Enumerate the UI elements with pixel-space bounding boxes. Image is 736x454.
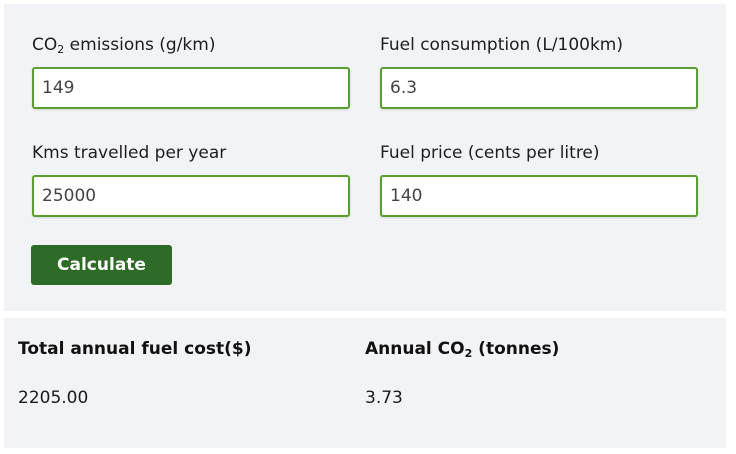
co2-heading-suffix: (tonnes) [472,339,560,359]
co2-emissions-input[interactable] [32,67,350,109]
co2-heading-subscript: 2 [464,347,473,360]
calculate-button[interactable]: Calculate [31,245,172,285]
fuel-consumption-input[interactable] [380,67,698,109]
fuel-price-field-group: Fuel price (cents per litre) [380,143,700,217]
kms-field-group: Kms travelled per year [32,143,352,217]
fuel-price-input[interactable] [380,175,698,217]
co2-field-group: CO2 emissions (g/km) [32,35,352,109]
kms-travelled-input[interactable] [32,175,350,217]
co2-heading-prefix: Annual CO [365,339,465,359]
calculator-form: CO2 emissions (g/km) Fuel consumption (L… [4,4,726,311]
co2-label-subscript: 2 [57,43,65,56]
co2-heading: Annual CO2 (tonnes) [365,339,559,359]
co2-value: 3.73 [365,388,403,408]
co2-label-suffix: emissions (g/km) [64,35,216,55]
fuel-consumption-field-group: Fuel consumption (L/100km) [380,35,700,109]
fuel-price-label: Fuel price (cents per litre) [380,143,600,163]
fuel-consumption-label: Fuel consumption (L/100km) [380,35,623,55]
co2-label-prefix: CO [32,35,58,55]
fuel-cost-heading: Total annual fuel cost($) [18,339,252,359]
co2-label: CO2 emissions (g/km) [32,35,352,55]
kms-label: Kms travelled per year [32,143,227,163]
fuel-cost-value: 2205.00 [18,388,89,408]
results-panel: Total annual fuel cost($) Annual CO2 (to… [4,318,726,448]
